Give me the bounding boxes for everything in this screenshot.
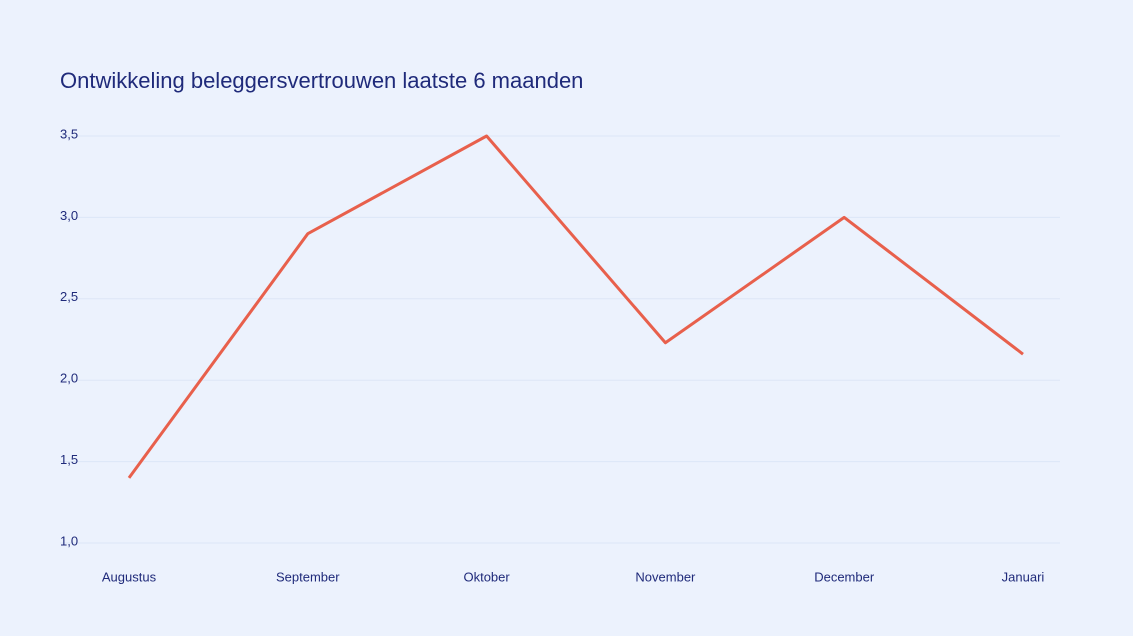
x-tick-label: Januari [1002, 569, 1045, 584]
x-tick-label: November [635, 569, 696, 584]
chart-title: Ontwikkeling beleggersvertrouwen laatste… [60, 68, 583, 93]
x-tick-label: Oktober [463, 569, 510, 584]
y-tick-label: 3,0 [60, 208, 78, 223]
x-tick-label: Augustus [102, 569, 157, 584]
y-tick-label: 2,5 [60, 289, 78, 304]
y-tick-label: 1,0 [60, 533, 78, 548]
x-tick-label: December [814, 569, 875, 584]
y-tick-label: 2,0 [60, 371, 78, 386]
data-line [127, 134, 1024, 479]
x-tick-label: September [276, 569, 340, 584]
y-tick-label: 3,5 [60, 126, 78, 141]
y-tick-label: 1,5 [60, 452, 78, 467]
